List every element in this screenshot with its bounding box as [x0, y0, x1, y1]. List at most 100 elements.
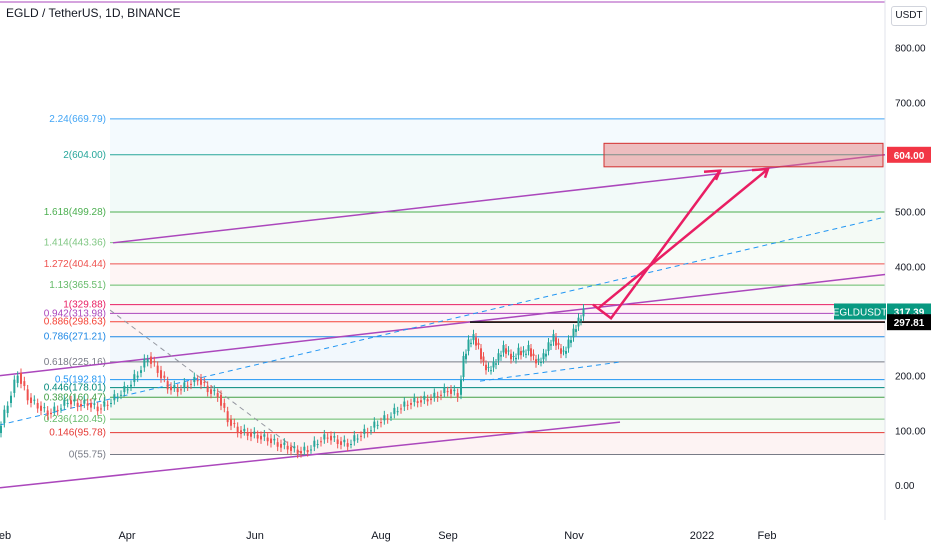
candle-body	[470, 342, 472, 344]
candle-body	[490, 370, 492, 372]
candle-body	[120, 394, 122, 396]
candle-body	[423, 395, 426, 400]
time-tick-label: Jun	[246, 530, 264, 542]
candle-body	[263, 434, 266, 437]
candle-body	[270, 438, 272, 444]
candle-body	[286, 445, 289, 450]
price-label: 604.00	[894, 151, 925, 162]
candle-body	[116, 397, 119, 399]
candle-body	[376, 424, 379, 426]
candle-body	[276, 442, 279, 447]
candle-body	[306, 450, 309, 453]
candle-body	[525, 353, 527, 355]
candle-body	[310, 449, 312, 451]
fib-zone	[110, 397, 885, 420]
candle-body	[550, 344, 552, 346]
candle-body	[73, 399, 76, 402]
candle-body	[552, 334, 555, 342]
candle-body	[485, 364, 487, 371]
time-tick-label: Apr	[118, 530, 135, 542]
candle-body	[346, 443, 349, 447]
fib-zone	[110, 118, 885, 155]
candle-body	[223, 402, 226, 408]
candle-body	[83, 400, 86, 404]
candle-body	[10, 395, 12, 403]
candle-body	[133, 374, 136, 383]
candle-body	[512, 355, 515, 357]
candle-body	[100, 408, 102, 410]
candle-body	[433, 392, 436, 398]
projection-arrow	[597, 168, 769, 310]
candle-body	[6, 405, 9, 414]
candle-body	[173, 385, 176, 388]
candle-body	[532, 353, 535, 356]
fib-level-label: 0.886(298.63)	[44, 317, 106, 328]
candle-body	[530, 348, 532, 357]
candle-body	[370, 430, 372, 432]
candle-body	[3, 409, 6, 424]
fib-level-label: 1.272(404.44)	[44, 259, 106, 270]
candle-body	[46, 410, 49, 416]
fib-level-label: 0.446(178.01)	[44, 383, 106, 394]
candle-body	[63, 399, 66, 406]
candle-body	[53, 406, 56, 412]
price-label: 317.39	[894, 307, 925, 318]
symbol-tag: EGLDUSDT	[833, 307, 887, 318]
fib-zone	[110, 313, 885, 322]
candle-body	[313, 440, 316, 447]
candle-body	[522, 350, 525, 353]
candle-body	[66, 402, 69, 404]
candle-body	[460, 379, 462, 395]
candle-body	[256, 434, 259, 439]
candle-body	[150, 356, 152, 364]
candle-body	[577, 317, 580, 327]
fib-level-label: 0.146(95.78)	[49, 428, 106, 439]
time-tick-label: Nov	[564, 530, 584, 542]
candle-body	[562, 350, 565, 352]
candle-body	[510, 353, 512, 360]
price-tick-label: 200.00	[895, 372, 926, 383]
candle-body	[213, 389, 216, 392]
candle-body	[20, 372, 22, 384]
candle-body	[243, 428, 246, 432]
candle-body	[507, 350, 510, 352]
candle-body	[220, 394, 222, 406]
candle-body	[273, 438, 276, 441]
candle-body	[106, 404, 109, 406]
time-tick-label: 2022	[690, 530, 714, 542]
candle-body	[113, 394, 116, 401]
price-label: 297.81	[894, 318, 925, 329]
candle-body	[93, 403, 96, 405]
candle-body	[240, 430, 242, 434]
fib-level-label: 2(604.00)	[63, 150, 106, 161]
fib-zone	[110, 154, 885, 213]
candle-body	[260, 435, 262, 440]
candle-body	[246, 432, 249, 436]
candle-body	[575, 329, 577, 332]
price-tick-label: 700.00	[895, 98, 926, 109]
candle-body	[495, 363, 497, 365]
candle-body	[300, 451, 302, 454]
fib-level-label: 2.24(669.79)	[49, 114, 106, 125]
candle-body	[340, 441, 342, 445]
candle-body	[456, 392, 459, 398]
fib-zone	[110, 379, 885, 388]
fib-zone	[110, 263, 885, 286]
candle-body	[450, 389, 452, 394]
candle-body	[560, 348, 562, 354]
price-tick-label: 100.00	[895, 426, 926, 437]
fib-zone	[110, 242, 885, 264]
chart-title: EGLD / TetherUS, 1D, BINANCE	[6, 6, 181, 20]
currency-selector[interactable]: USDT	[891, 6, 927, 26]
price-tick-label: 400.00	[895, 262, 926, 273]
price-label-bg	[887, 314, 931, 331]
candle-body	[40, 405, 42, 411]
fib-zone	[110, 285, 885, 305]
candle-body	[80, 404, 82, 407]
price-label-bg	[887, 146, 931, 163]
candle-body	[453, 389, 456, 392]
candle-body	[386, 418, 389, 420]
time-tick-label: eb	[0, 530, 11, 542]
